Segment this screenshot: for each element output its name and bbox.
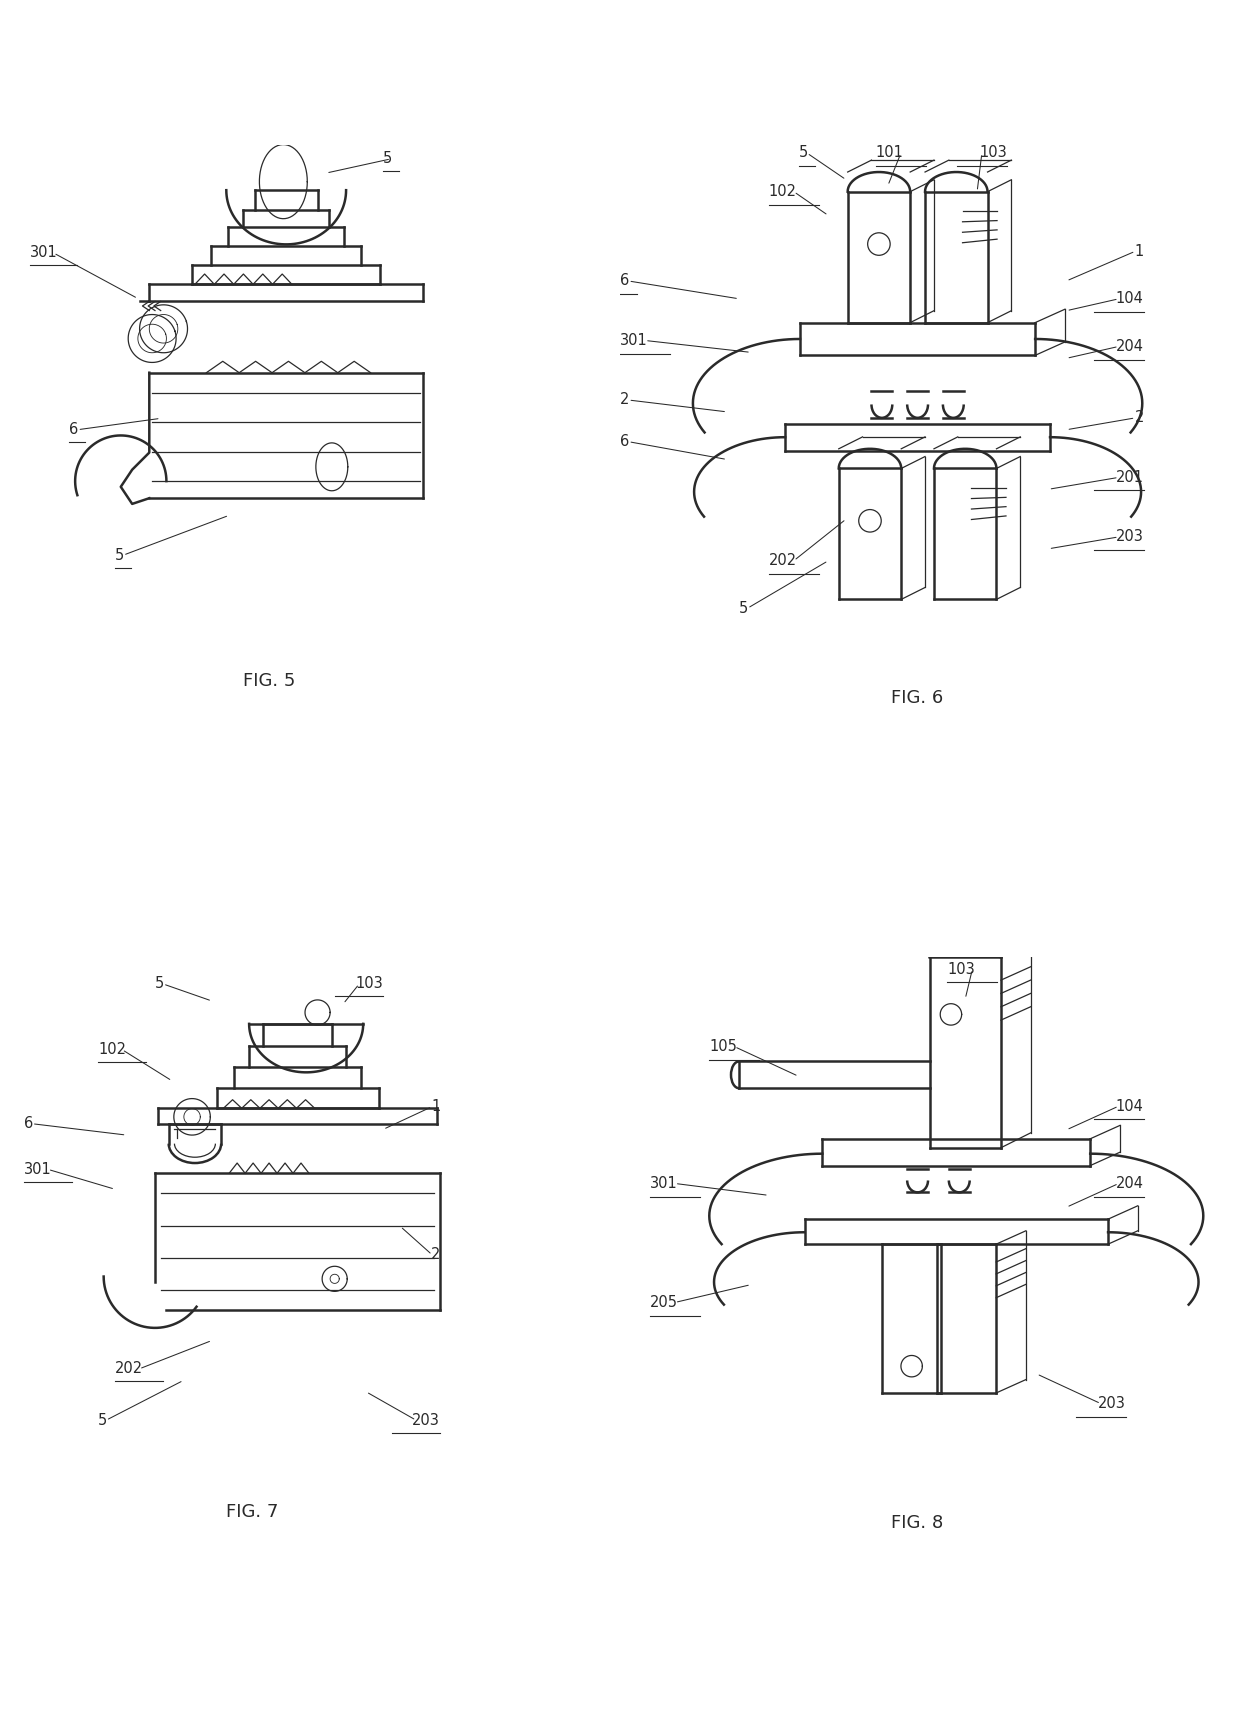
Text: 1: 1: [432, 1098, 440, 1114]
Text: 102: 102: [769, 184, 797, 199]
Text: 203: 203: [1099, 1396, 1126, 1411]
Text: 101: 101: [875, 146, 904, 160]
Text: 202: 202: [769, 554, 797, 569]
Text: 103: 103: [980, 146, 1007, 160]
Text: FIG. 8: FIG. 8: [892, 1514, 944, 1532]
Circle shape: [859, 509, 882, 533]
Text: 2: 2: [1135, 411, 1143, 425]
Text: 202: 202: [115, 1361, 143, 1377]
Text: 301: 301: [30, 246, 57, 260]
Text: 5: 5: [155, 976, 164, 992]
Text: 203: 203: [413, 1413, 440, 1428]
Text: 204: 204: [1116, 339, 1143, 354]
Text: 2: 2: [430, 1248, 440, 1262]
Text: 2: 2: [620, 392, 630, 407]
Text: 6: 6: [69, 423, 78, 437]
Text: 5: 5: [383, 151, 392, 167]
Text: 102: 102: [98, 1042, 126, 1057]
Text: 204: 204: [1116, 1176, 1143, 1191]
Text: 205: 205: [650, 1294, 678, 1310]
Text: 5: 5: [98, 1413, 107, 1428]
Text: 1: 1: [1135, 244, 1143, 258]
Text: 104: 104: [1116, 291, 1143, 306]
Text: 301: 301: [650, 1176, 677, 1191]
Text: 301: 301: [24, 1162, 52, 1178]
Text: 5: 5: [739, 602, 748, 615]
Text: 5: 5: [115, 548, 124, 562]
Text: 104: 104: [1116, 1098, 1143, 1114]
Circle shape: [868, 232, 890, 256]
Text: 6: 6: [620, 435, 629, 449]
Text: FIG. 6: FIG. 6: [892, 689, 944, 707]
Text: 103: 103: [356, 976, 383, 992]
Text: 201: 201: [1116, 469, 1143, 485]
Text: 105: 105: [709, 1038, 737, 1054]
Text: 6: 6: [24, 1116, 33, 1131]
Text: 6: 6: [620, 273, 629, 289]
Text: 301: 301: [620, 333, 647, 347]
Text: FIG. 7: FIG. 7: [226, 1502, 278, 1521]
Text: 203: 203: [1116, 529, 1143, 545]
Text: 103: 103: [947, 961, 975, 976]
Text: FIG. 5: FIG. 5: [243, 672, 295, 689]
Text: 5: 5: [799, 146, 807, 160]
